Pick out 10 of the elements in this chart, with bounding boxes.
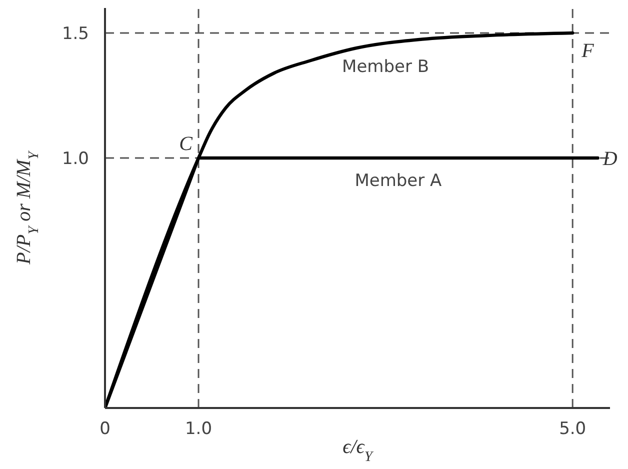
annotation: D <box>602 148 618 170</box>
series-label: Member A <box>354 171 442 191</box>
y-tick-label: 1.5 <box>62 24 89 44</box>
annotation: C <box>179 133 194 155</box>
x-tick-label: 5.0 <box>559 419 586 440</box>
x-tick-label: 0 <box>100 419 110 440</box>
x-axis-title: ϵ/ϵ$_{Y}$ <box>342 436 374 465</box>
annotation: F <box>580 40 595 62</box>
series-label: Member B <box>342 57 430 78</box>
x-tick-label: 1.0 <box>184 419 212 440</box>
